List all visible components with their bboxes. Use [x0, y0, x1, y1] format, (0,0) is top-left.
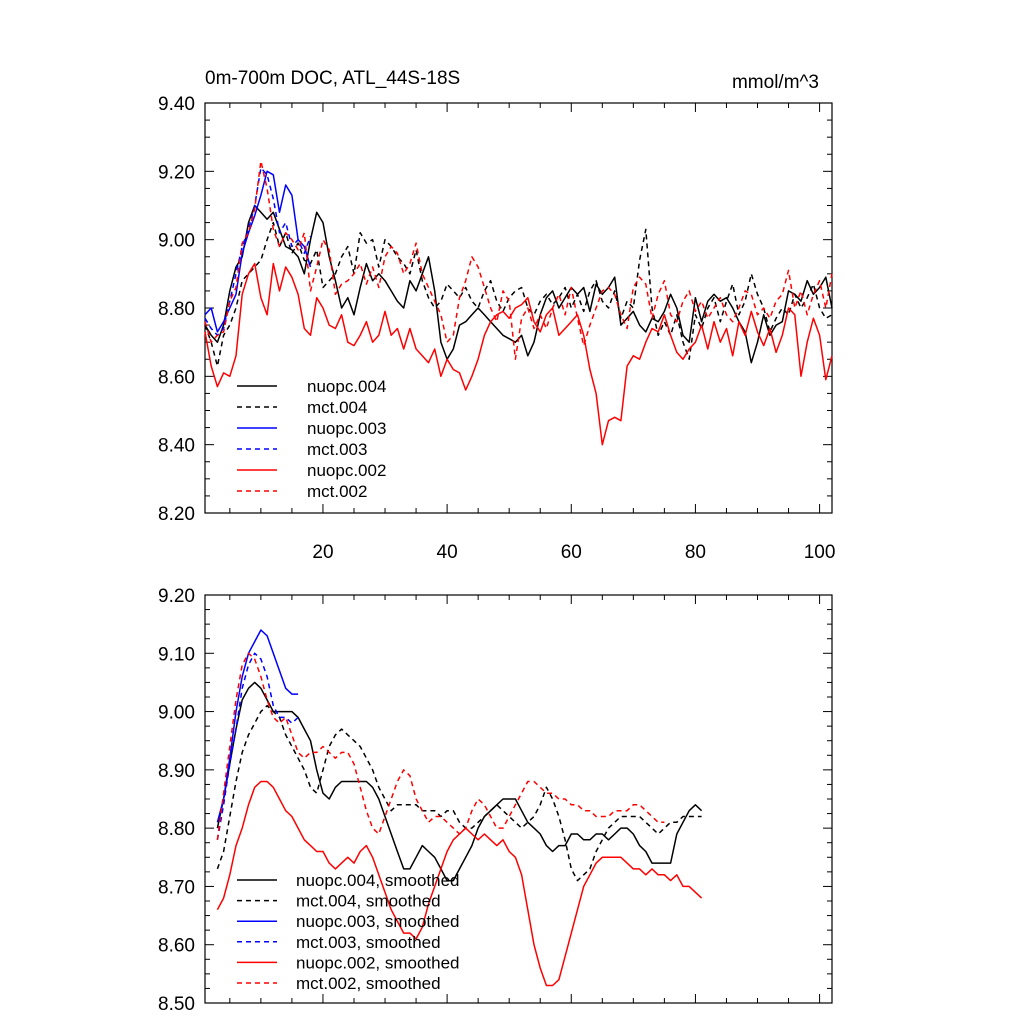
legend-label: mct.002, smoothed [296, 974, 441, 993]
legend-label: nuopc.004 [307, 377, 386, 396]
x-tick-label: 100 [804, 542, 836, 563]
series-line-mct-003 [204, 167, 312, 337]
y-tick-label: 8.40 [158, 436, 195, 457]
y-tick-label: 8.90 [158, 761, 195, 782]
units-label: mmol/m^3 [732, 72, 819, 93]
y-tick-label: 9.20 [158, 162, 195, 183]
legend-label: mct.004, smoothed [296, 892, 441, 911]
y-tick-label: 8.80 [158, 819, 195, 840]
y-tick-label: 9.00 [158, 703, 195, 724]
series-line-nuopc-002 [204, 262, 833, 446]
series-line-mct-004 [204, 221, 833, 367]
x-tick-label: 80 [685, 542, 706, 563]
series-layer-top [204, 160, 833, 446]
legend-label: mct.002 [307, 482, 367, 501]
x-tick-label: 20 [312, 542, 333, 563]
series-line-mct-003-smoothed [216, 652, 299, 840]
legend-label: nuopc.003 [307, 419, 386, 438]
legend-label: mct.003 [307, 440, 367, 459]
chart-title: 0m-700m DOC, ATL_44S-18S [205, 68, 460, 89]
x-tick-label: 40 [437, 542, 458, 563]
legend-top: nuopc.004 mct.004 nuopc.003 mct.003 nuopc.00… [237, 377, 386, 501]
legend-label: nuopc.002 [307, 461, 386, 480]
legend-label: mct.003, smoothed [296, 933, 441, 952]
series-line-mct-002-smoothed [216, 652, 665, 840]
x-tick-labels-top: 20 40 60 80 100 [312, 542, 835, 563]
y-tick-labels-bottom: 8.50 8.60 8.70 8.80 8.90 9.00 9.10 9.20 [158, 586, 195, 1015]
y-tick-label: 8.20 [158, 504, 195, 525]
series-line-nuopc-003-smoothed [216, 629, 299, 823]
y-tick-label: 9.20 [158, 586, 195, 607]
ticks-bottom [205, 594, 832, 1004]
y-tick-label: 8.60 [158, 936, 195, 957]
series-line-mct-004-smoothed [216, 704, 702, 882]
y-tick-label: 8.70 [158, 877, 195, 898]
y-tick-label: 9.10 [158, 644, 195, 665]
legend-label: nuopc.003, smoothed [296, 912, 460, 931]
y-tick-labels-top: 8.20 8.40 8.60 8.80 9.00 9.20 9.40 [158, 94, 195, 525]
legend-label: nuopc.002, smoothed [296, 953, 460, 972]
x-tick-label: 60 [561, 542, 582, 563]
series-layer-bottom [216, 629, 703, 987]
y-tick-label: 8.80 [158, 299, 195, 320]
top-panel: 0m-700m DOC, ATL_44S-18S mmol/m^3 8.208.… [158, 68, 835, 563]
ticks-top [205, 102, 832, 514]
y-tick-label: 8.50 [158, 994, 195, 1015]
bottom-panel: 8.50 8.60 8.70 8.80 8.90 9.00 9.10 9.20 nuopc.0… [158, 586, 833, 1015]
series-line-nuopc-004-smoothed [216, 681, 703, 882]
y-tick-label: 8.60 [158, 367, 195, 388]
legend-label: mct.004 [307, 398, 367, 417]
legend-label: nuopc.004, smoothed [296, 871, 460, 890]
series-line-nuopc-003 [204, 170, 312, 333]
y-tick-label: 9.40 [158, 94, 195, 115]
y-tick-label: 9.00 [158, 231, 195, 252]
series-line-mct-002 [204, 160, 833, 360]
